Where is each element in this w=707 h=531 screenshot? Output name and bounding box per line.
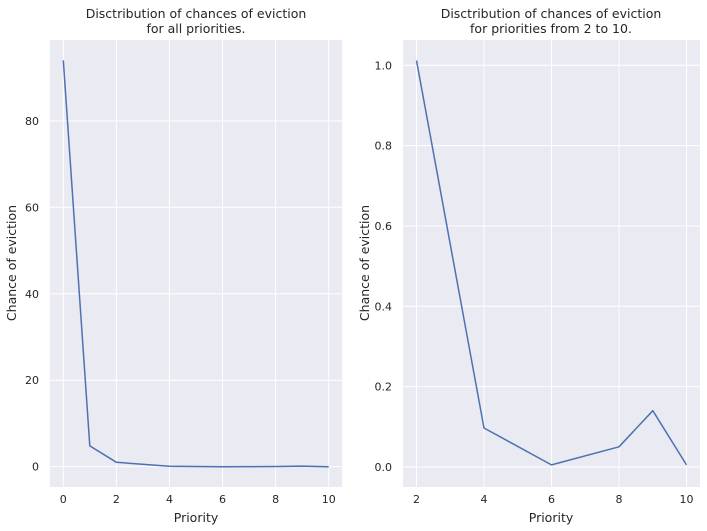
left-x-tick-label: 10 [322, 493, 336, 506]
right-y-tick-label: 0.0 [375, 461, 393, 474]
left-y-axis-label: Chance of eviction [4, 205, 19, 321]
left-y-tick-label: 80 [25, 115, 39, 128]
left-x-axis-label: Priority [174, 510, 219, 525]
left-x-tick-label: 0 [60, 493, 67, 506]
right-x-axis-label: Priority [529, 510, 574, 525]
right-y-axis-label: Chance of eviction [357, 205, 372, 321]
right-chart: 2 4 6 8 10 0.0 0.2 0.4 0.6 0.8 1.0 Disctribution o… [357, 6, 700, 525]
left-y-tick-label: 60 [25, 201, 39, 214]
left-x-tick-label: 8 [272, 493, 279, 506]
left-plot-area [50, 40, 342, 487]
right-y-tick-label: 0.4 [375, 300, 393, 313]
right-y-tick-label: 0.6 [375, 220, 393, 233]
left-chart-title-line-2: for all priorities. [146, 21, 245, 36]
right-y-tick-label: 0.8 [375, 140, 393, 153]
right-y-tick-label: 0.2 [375, 381, 393, 394]
left-x-tick-label: 6 [219, 493, 226, 506]
left-y-tick-label: 40 [25, 288, 39, 301]
right-series-line [415, 60, 688, 466]
right-x-tick-label: 2 [413, 493, 420, 506]
right-chart-title-line-2: for priorities from 2 to 10. [470, 21, 632, 36]
left-series-line [62, 60, 329, 468]
right-chart-title-line-1: Disctribution of chances of eviction [441, 6, 662, 21]
left-y-tick-label: 0 [32, 461, 39, 474]
right-x-tick-label: 4 [481, 493, 488, 506]
right-x-tick-label: 10 [680, 493, 694, 506]
left-x-tick-label: 4 [166, 493, 173, 506]
right-x-tick-label: 8 [616, 493, 623, 506]
left-y-tick-label: 20 [25, 374, 39, 387]
left-chart: 0 2 4 6 8 10 0 20 40 60 80 Disctribution of chance… [4, 6, 342, 525]
left-chart-title-line-1: Disctribution of chances of eviction [86, 6, 307, 21]
left-x-tick-label: 2 [113, 493, 120, 506]
right-y-tick-label: 1.0 [375, 59, 393, 72]
right-x-tick-label: 6 [548, 493, 555, 506]
